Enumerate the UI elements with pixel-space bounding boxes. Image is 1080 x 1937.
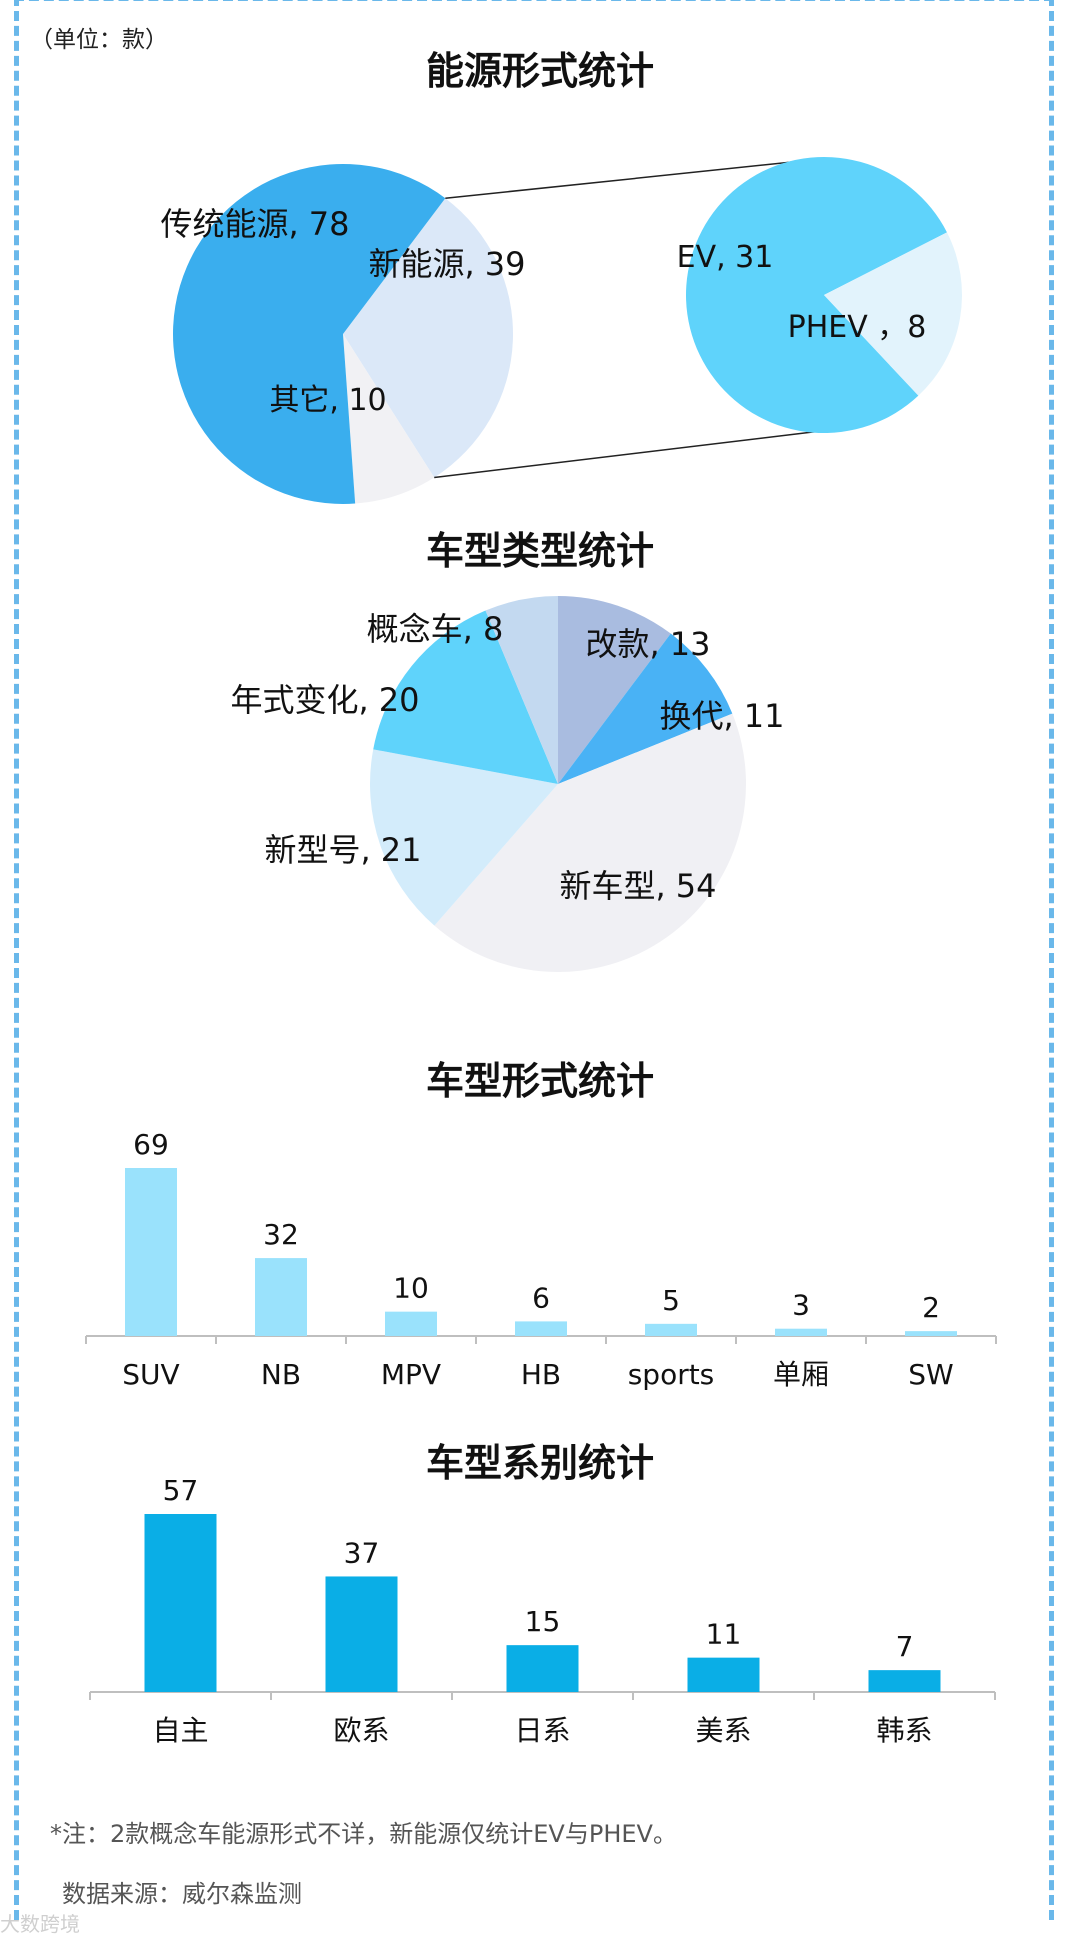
bar-2 xyxy=(506,1645,579,1692)
slice-phev xyxy=(824,232,963,396)
bar-3 xyxy=(687,1657,760,1692)
x-tick-label: sports xyxy=(628,1358,715,1391)
bar-4 xyxy=(868,1670,941,1692)
bar-0 xyxy=(125,1168,177,1336)
x-tick-label: MPV xyxy=(381,1358,441,1391)
energy-pie-chart: 传统能源, 78 新能源, 39 其它, 10 EV, 31 PHEV ，8 xyxy=(160,156,963,504)
slice-other-energy xyxy=(343,334,435,504)
x-tick-label: 自主 xyxy=(152,1714,208,1747)
bar-1 xyxy=(325,1576,398,1692)
slice-gaikuan xyxy=(558,596,671,784)
bar-value-label: 32 xyxy=(263,1218,299,1251)
slice-gainianche-label: 概念车, 8 xyxy=(367,610,504,648)
slice-gainianche xyxy=(485,596,558,784)
form-bar-chart: 69 SUV 32 NB 10 MPV 6 HB 5 sports 3 单厢 2 SW xyxy=(85,1128,997,1391)
bar-4 xyxy=(645,1323,697,1336)
slice-gaikuan-label: 改款, 13 xyxy=(585,625,710,663)
bar-value-label: 6 xyxy=(532,1281,550,1314)
origin-bar-chart: 57 自主 37 欧系 15 日系 11 美系 7 韩系 xyxy=(89,1474,996,1747)
type-chart-title: 车型类型统计 xyxy=(425,529,654,573)
slice-xinchexing xyxy=(434,713,746,972)
x-tick-label: 欧系 xyxy=(333,1714,389,1747)
data-source: 数据来源：威尔森监测 xyxy=(62,1880,302,1908)
bar-value-label: 5 xyxy=(662,1284,680,1317)
slice-xinxinghao-label: 新型号, 21 xyxy=(264,831,421,869)
x-tick-label: NB xyxy=(261,1358,301,1391)
bar-value-label: 69 xyxy=(133,1128,169,1161)
bar-value-label: 15 xyxy=(525,1605,561,1638)
bar-3 xyxy=(515,1321,567,1336)
bar-value-label: 57 xyxy=(163,1474,199,1507)
footnote: *注：2款概念车能源形式不详，新能源仅统计EV与PHEV。 xyxy=(50,1820,677,1848)
slice-nianshi-label: 年式变化, 20 xyxy=(230,681,419,719)
slice-nianshi xyxy=(373,610,558,784)
energy-chart-title: 能源形式统计 xyxy=(425,49,654,93)
bar-value-label: 37 xyxy=(344,1536,380,1569)
unit-note: （单位：款） xyxy=(30,27,168,53)
origin-chart-title: 车型系别统计 xyxy=(425,1441,654,1485)
slice-huandai-label: 换代, 11 xyxy=(659,697,784,735)
slice-other-energy-label: 其它, 10 xyxy=(269,383,386,418)
x-tick-label: 单厢 xyxy=(773,1358,829,1391)
slice-huandai xyxy=(558,633,733,784)
form-chart-title: 车型形式统计 xyxy=(425,1059,654,1103)
bar-value-label: 10 xyxy=(393,1272,429,1305)
type-pie-chart: 改款, 13 换代, 11 新车型, 54 新型号, 21 年式变化, 20 概念车, 8 xyxy=(230,596,785,972)
bar-1 xyxy=(255,1258,307,1336)
bar-6 xyxy=(905,1331,957,1336)
bar-5 xyxy=(775,1328,827,1336)
slice-xinxinghao xyxy=(370,749,558,926)
bar-2 xyxy=(385,1311,437,1336)
dashed-frame xyxy=(14,0,1054,1920)
slice-xinchexing-label: 新车型, 54 xyxy=(559,867,716,905)
slice-phev-label: PHEV ，8 xyxy=(788,310,927,345)
connector-line-bottom xyxy=(434,430,822,479)
bar-value-label: 2 xyxy=(922,1291,940,1324)
slice-traditional-energy-label: 传统能源, 78 xyxy=(160,205,349,243)
bar-value-label: 11 xyxy=(706,1618,742,1651)
slice-ev xyxy=(686,156,947,433)
watermark: 大数跨境 xyxy=(0,1912,80,1936)
bar-value-label: 7 xyxy=(896,1630,914,1663)
x-tick-label: HB xyxy=(521,1358,561,1391)
connector-line-top xyxy=(445,158,822,199)
x-tick-label: 美系 xyxy=(695,1714,751,1747)
bar-0 xyxy=(144,1514,217,1692)
slice-new-energy-label: 新能源, 39 xyxy=(368,245,525,283)
slice-traditional-energy xyxy=(172,163,446,504)
x-tick-label: SW xyxy=(908,1358,953,1391)
x-tick-label: 日系 xyxy=(514,1714,570,1747)
bar-value-label: 3 xyxy=(792,1289,810,1322)
slice-ev-label: EV, 31 xyxy=(677,240,774,275)
x-tick-label: 韩系 xyxy=(876,1714,932,1747)
slice-new-energy xyxy=(343,198,514,478)
x-tick-label: SUV xyxy=(122,1358,179,1391)
